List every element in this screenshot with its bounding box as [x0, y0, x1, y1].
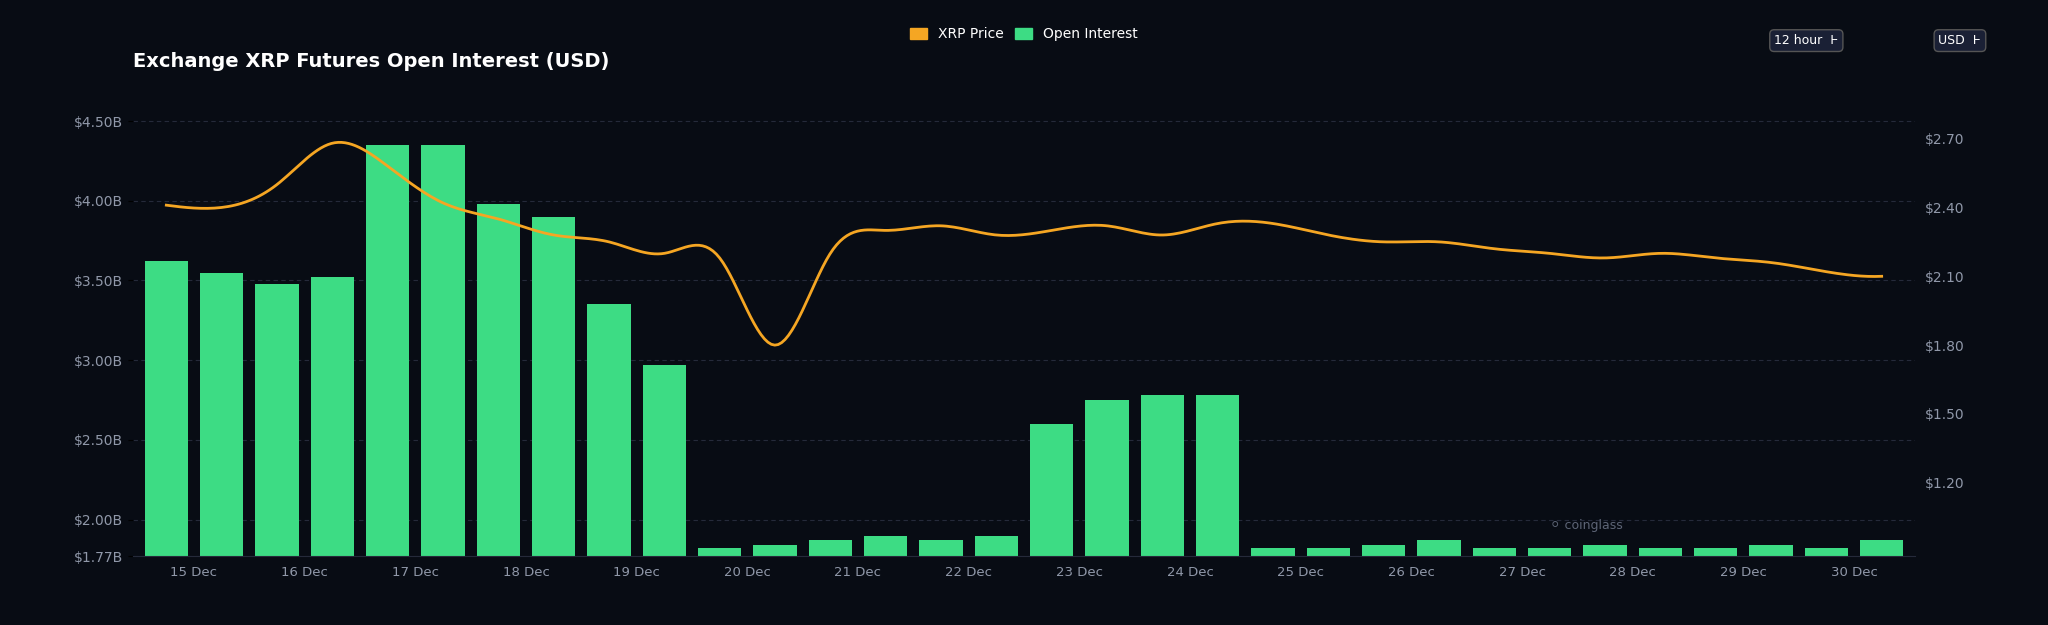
Bar — [201, 272, 244, 625]
Bar — [1694, 548, 1737, 625]
Bar — [477, 204, 520, 625]
Bar — [1473, 548, 1516, 625]
Text: ⚪ coinglass: ⚪ coinglass — [1550, 519, 1622, 532]
Bar — [1307, 548, 1350, 625]
Bar — [809, 540, 852, 625]
Bar — [1638, 548, 1681, 625]
Bar — [1030, 424, 1073, 625]
Bar — [698, 548, 741, 625]
Bar — [1749, 545, 1792, 625]
Bar — [311, 278, 354, 625]
Bar — [1251, 548, 1294, 625]
Text: Exchange XRP Futures Open Interest (USD): Exchange XRP Futures Open Interest (USD) — [133, 52, 610, 71]
Bar — [643, 365, 686, 625]
Bar — [1417, 540, 1460, 625]
Bar — [422, 145, 465, 625]
Bar — [1196, 395, 1239, 625]
Text: 12 hour  Ⱶ: 12 hour Ⱶ — [1774, 34, 1839, 47]
Bar — [256, 284, 299, 625]
Bar — [588, 304, 631, 625]
Bar — [1583, 545, 1626, 625]
Bar — [920, 540, 963, 625]
Bar — [975, 536, 1018, 625]
Bar — [1141, 395, 1184, 625]
Bar — [754, 545, 797, 625]
Text: USD  Ⱶ: USD Ⱶ — [1939, 34, 1980, 47]
Bar — [1804, 548, 1847, 625]
Bar — [1362, 545, 1405, 625]
Bar — [1085, 400, 1128, 625]
Bar — [532, 217, 575, 625]
Bar — [367, 145, 410, 625]
Bar — [145, 261, 188, 625]
Bar — [864, 536, 907, 625]
Legend: XRP Price, Open Interest: XRP Price, Open Interest — [905, 22, 1143, 47]
Bar — [1860, 540, 1903, 625]
Bar — [1528, 548, 1571, 625]
